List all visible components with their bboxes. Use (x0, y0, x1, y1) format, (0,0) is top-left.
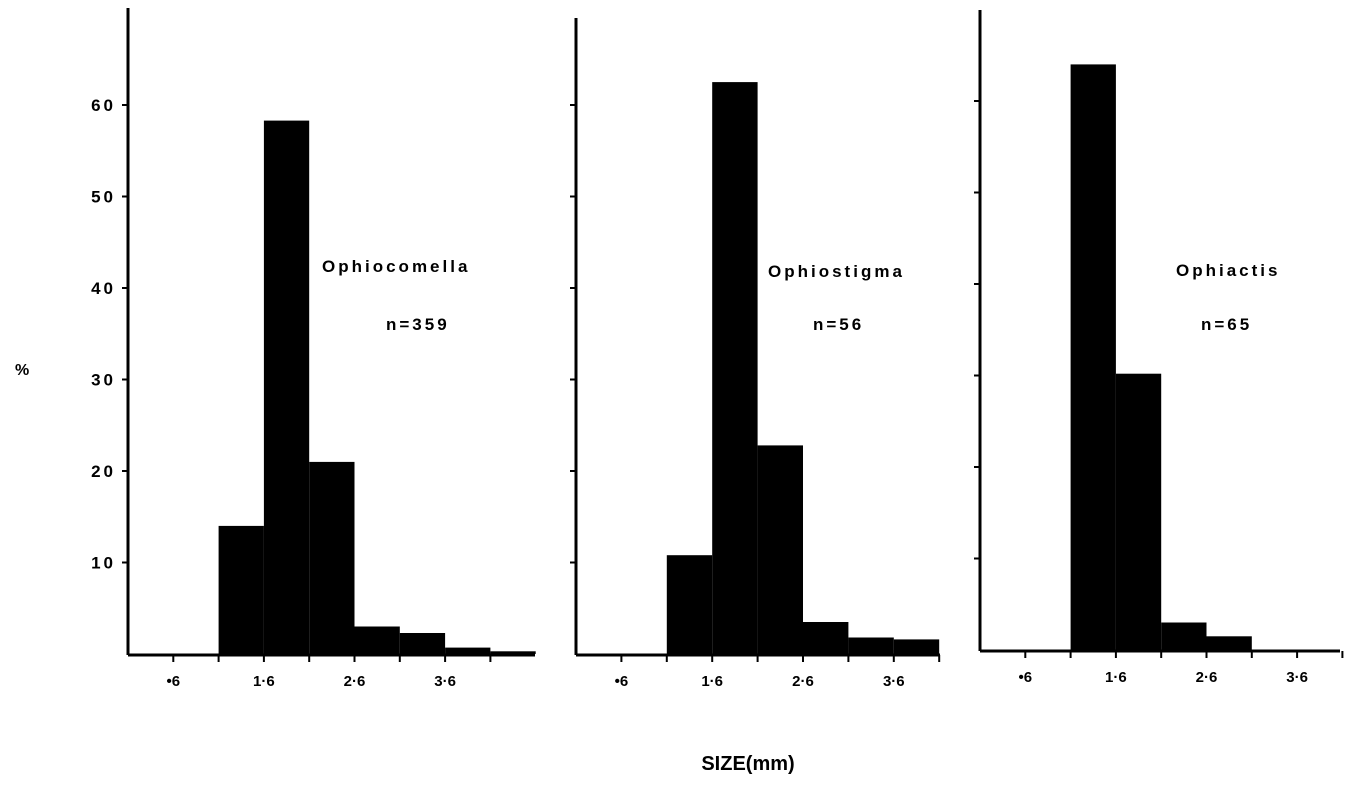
bar (263, 120, 310, 655)
sample-size-label: n=65 (1201, 315, 1252, 334)
bar (1206, 636, 1252, 650)
bar (399, 633, 446, 654)
panel-2: •6 1·6 2·6 3·6 Ophiostigma n=56 (570, 18, 941, 690)
bar (1161, 622, 1207, 650)
x-tick-label: •6 (1019, 669, 1033, 686)
bar (893, 639, 940, 654)
x-tick-label: 2·6 (792, 673, 814, 690)
histogram-panels: 10 20 30 40 50 60 •6 1·6 2·6 3·6 Ophiocomella n=359… (91, 8, 1344, 690)
bar (757, 445, 803, 654)
x-tick-label: •6 (167, 673, 181, 690)
x-tick-label: 3·6 (1286, 669, 1308, 686)
x-tick-label: 3·6 (883, 673, 905, 690)
bar (1115, 373, 1162, 650)
y-tick-label: 30 (91, 371, 116, 390)
x-tick-label: 3·6 (434, 673, 456, 690)
y-tick-label: 60 (91, 96, 116, 115)
bar (354, 626, 400, 654)
y-axis-label: % (15, 362, 29, 379)
bar (1070, 64, 1116, 650)
bar (309, 461, 355, 654)
bar (666, 555, 713, 654)
y-tick-label: 40 (91, 279, 116, 298)
y-tick-label: 50 (91, 188, 116, 207)
x-tick-label: 2·6 (344, 673, 366, 690)
bar (803, 622, 849, 654)
x-axis-label: SIZE(mm) (701, 753, 794, 775)
x-tick-label: •6 (615, 673, 629, 690)
series-title: Ophiactis (1176, 261, 1280, 280)
x-tick-label: 1·6 (701, 673, 723, 690)
bar (445, 647, 491, 654)
series-title: Ophiocomella (322, 257, 470, 276)
sample-size-label: n=56 (813, 315, 864, 334)
x-tick-label: 2·6 (1196, 669, 1218, 686)
sample-size-label: n=359 (386, 315, 450, 334)
y-tick-label: 20 (91, 462, 116, 481)
bar (848, 637, 894, 654)
panel-3: •6 1·6 2·6 3·6 Ophiactis n=65 (974, 10, 1344, 686)
bar (712, 82, 758, 655)
bar (490, 651, 536, 654)
y-tick-label: 10 (91, 554, 116, 573)
bar (218, 525, 264, 654)
x-tick-label: 1·6 (253, 673, 275, 690)
x-tick-label: 1·6 (1105, 669, 1127, 686)
panel-1: 10 20 30 40 50 60 •6 1·6 2·6 3·6 Ophiocomella n=359 (91, 8, 536, 690)
series-title: Ophiostigma (768, 262, 905, 281)
